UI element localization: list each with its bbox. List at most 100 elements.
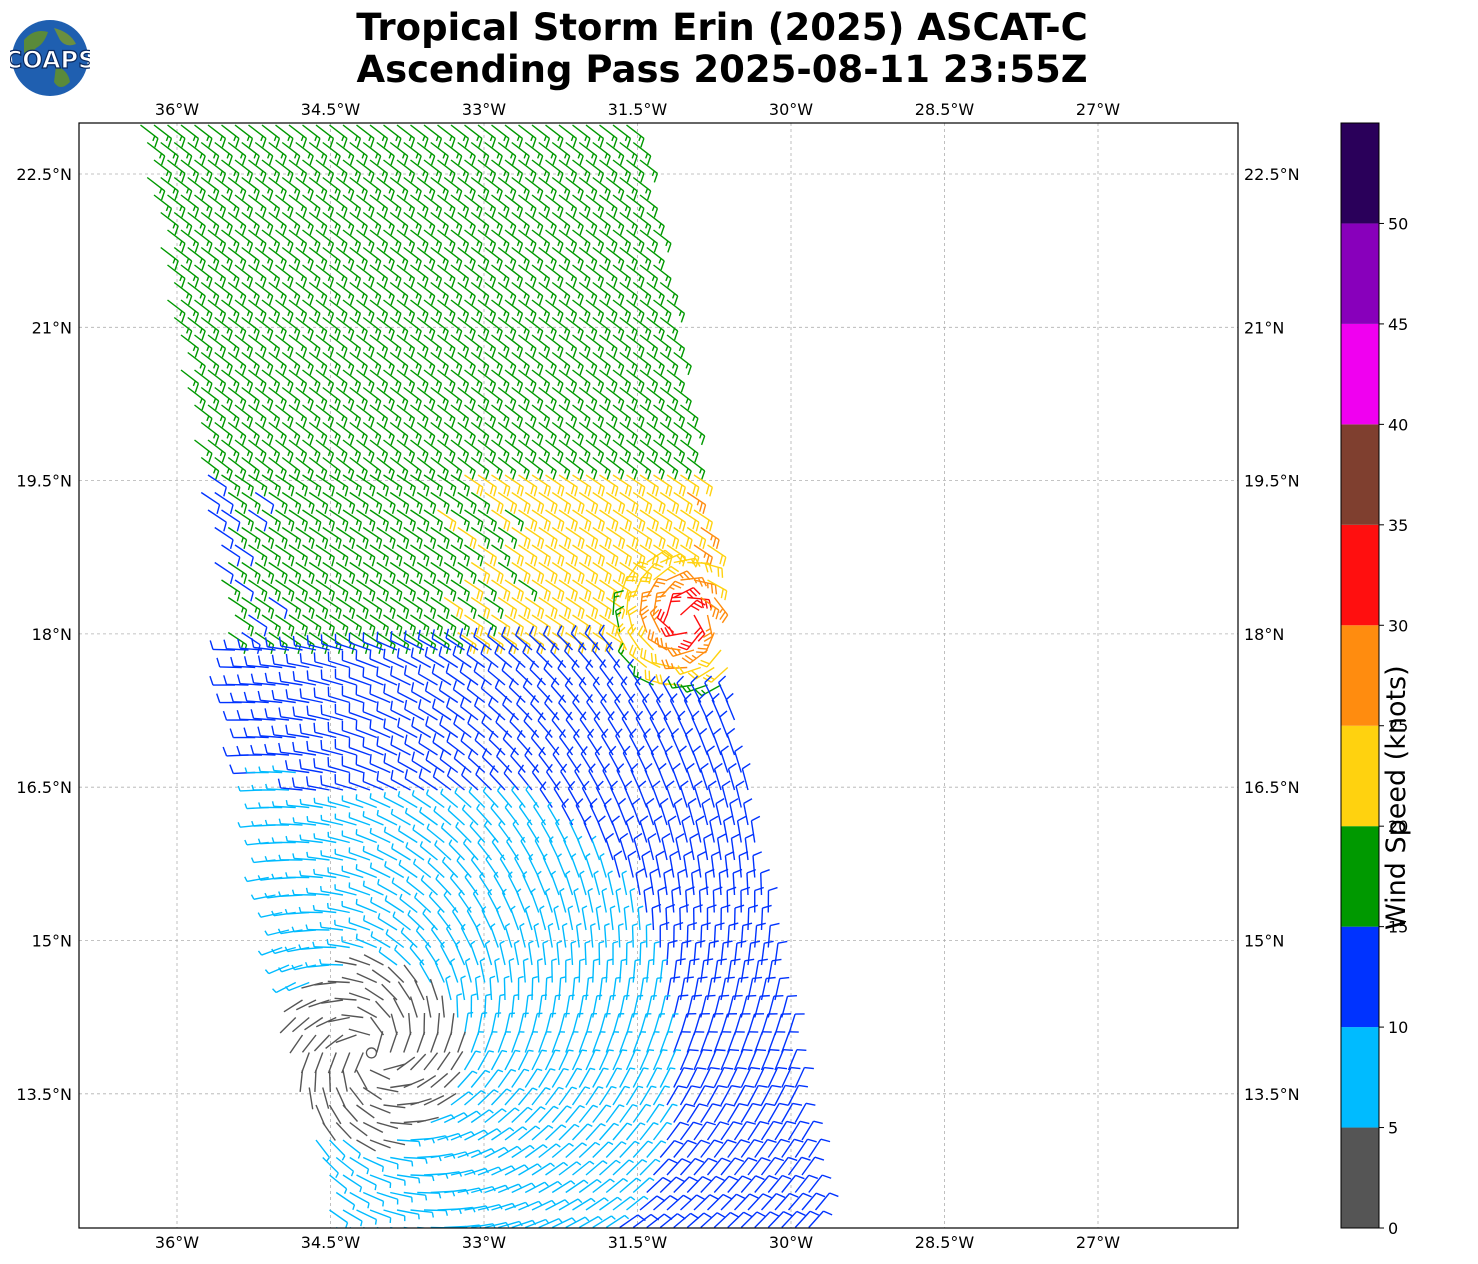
wind-barb [403,456,422,481]
wind-barb [626,264,645,288]
wind-barb [663,868,673,896]
wind-barb [322,1122,336,1141]
wind-barb [315,439,335,463]
wind-barb [578,421,598,446]
wind-barb [801,1120,823,1141]
wind-barb [504,474,524,497]
colorbar-bin [1341,1127,1379,1228]
wind-barb [320,669,344,686]
wind-barb [341,900,364,914]
colorbar-tick-label: 45 [1388,315,1408,334]
wind-barb [794,1138,817,1158]
wind-barb [477,264,497,288]
wind-barb [410,299,429,323]
wind-barb [530,695,547,721]
wind-barb [477,229,497,253]
wind-barb [631,797,641,826]
wind-barb [410,264,429,288]
wind-barb [538,1218,563,1228]
wind-barb [261,264,281,288]
wind-barb [153,194,173,218]
wind-barb [341,1052,351,1074]
wind-barb [572,194,591,218]
wind-barb [288,404,308,428]
wind-barb [430,1031,439,1053]
wind-barb [511,421,530,446]
wind-barb [200,421,220,446]
wind-barb [491,439,510,463]
wind-barb [396,124,416,148]
wind-barb [306,670,330,686]
wind-barb [403,176,422,201]
wind-barb [665,780,675,808]
wind-barb [653,229,672,253]
wind-barb [511,351,530,376]
wind-barb [227,176,247,201]
wind-barb [511,456,530,481]
wind-barb [410,1097,432,1106]
wind-barb [430,176,449,201]
wind-barb [160,176,179,201]
wind-barb [443,316,463,341]
wind-barb [531,229,551,253]
wind-barb [227,316,247,341]
wind-barb [414,892,432,914]
wind-barb [254,211,274,236]
wind-barb [390,1013,398,1036]
colorbar-bin [1341,123,1379,224]
wind-barb [437,404,456,428]
wind-barb [583,815,594,843]
colorbar-bin [1341,1027,1379,1128]
wind-barb [299,870,323,879]
wind-barb [585,404,605,428]
wind-barb [511,141,530,166]
wind-barb [551,711,567,738]
colorbar-bin [1341,223,1379,324]
wind-barb [585,264,605,288]
wind-barb [649,868,659,896]
wind-barb [173,246,193,271]
wind-barb [272,981,297,994]
wind-barb [592,1067,609,1088]
wind-barb [504,404,524,428]
wind-barb [302,124,321,148]
wind-barb [501,661,519,686]
wind-barb [376,351,395,376]
x-tick-label-bottom: 30°W [769,1233,813,1252]
wind-barb [369,159,389,183]
wind-barb [571,1049,588,1071]
wind-barb [511,1106,533,1124]
wind-barb [653,299,672,323]
wind-barb [327,721,350,739]
wind-barb [450,299,470,323]
wind-barb [650,745,661,773]
wind-barb [254,351,274,376]
wind-barb [538,421,557,446]
wind-barb [524,1068,543,1088]
wind-barb [497,281,517,306]
wind-barb [464,124,483,148]
wind-barb [416,246,436,271]
wind-barb [464,194,483,218]
wind-barb [315,124,335,148]
wind-barb [558,299,578,323]
wind-barb [581,905,588,931]
wind-barb [455,821,472,843]
wind-barb [814,1192,839,1211]
y-tick-label-left: 21°N [32,318,72,337]
wind-barb [524,211,544,236]
wind-barb [410,194,429,218]
wind-barb [327,686,350,704]
wind-barb [484,456,503,481]
wind-barb [666,439,686,463]
wind-barb [646,316,665,341]
wind-barb [491,369,510,393]
wind-barb [609,780,621,808]
wind-barb [221,299,240,323]
wind-barb [214,211,233,236]
wind-barb [400,927,418,949]
wind-barb [261,124,281,148]
wind-barb [510,905,520,931]
wind-barb [362,1086,383,1101]
wind-barb [592,281,611,306]
